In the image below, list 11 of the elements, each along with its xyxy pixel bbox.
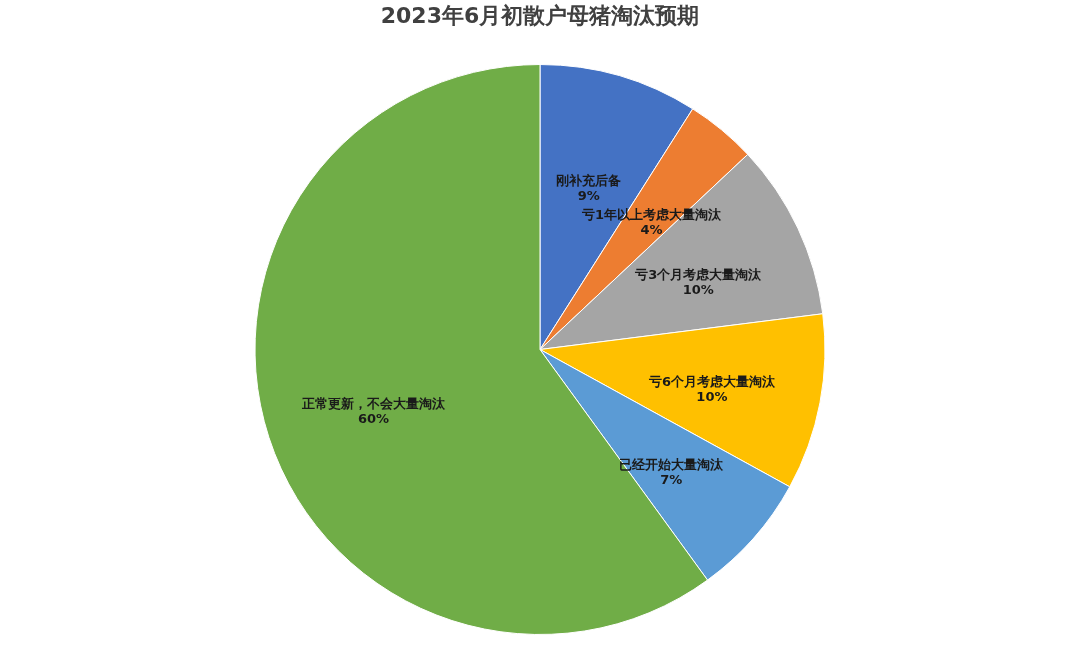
slice-label: 刚补充后备 [556,173,622,189]
slice-label: 亏3个月考虑大量淘汰 [634,266,763,282]
data-label: 7% [660,472,683,488]
slice-label: 正常更新，不会大量淘汰 [301,395,447,411]
data-label: 9% [577,188,600,204]
data-label: 4% [640,221,663,237]
slice-label: 亏6个月考虑大量淘汰 [647,374,776,390]
data-label: 10% [682,281,714,297]
data-label: 60% [358,410,390,426]
data-label: 10% [696,389,728,405]
chart-title: 2023年6月初散户母猪淘汰预期 [380,3,700,28]
